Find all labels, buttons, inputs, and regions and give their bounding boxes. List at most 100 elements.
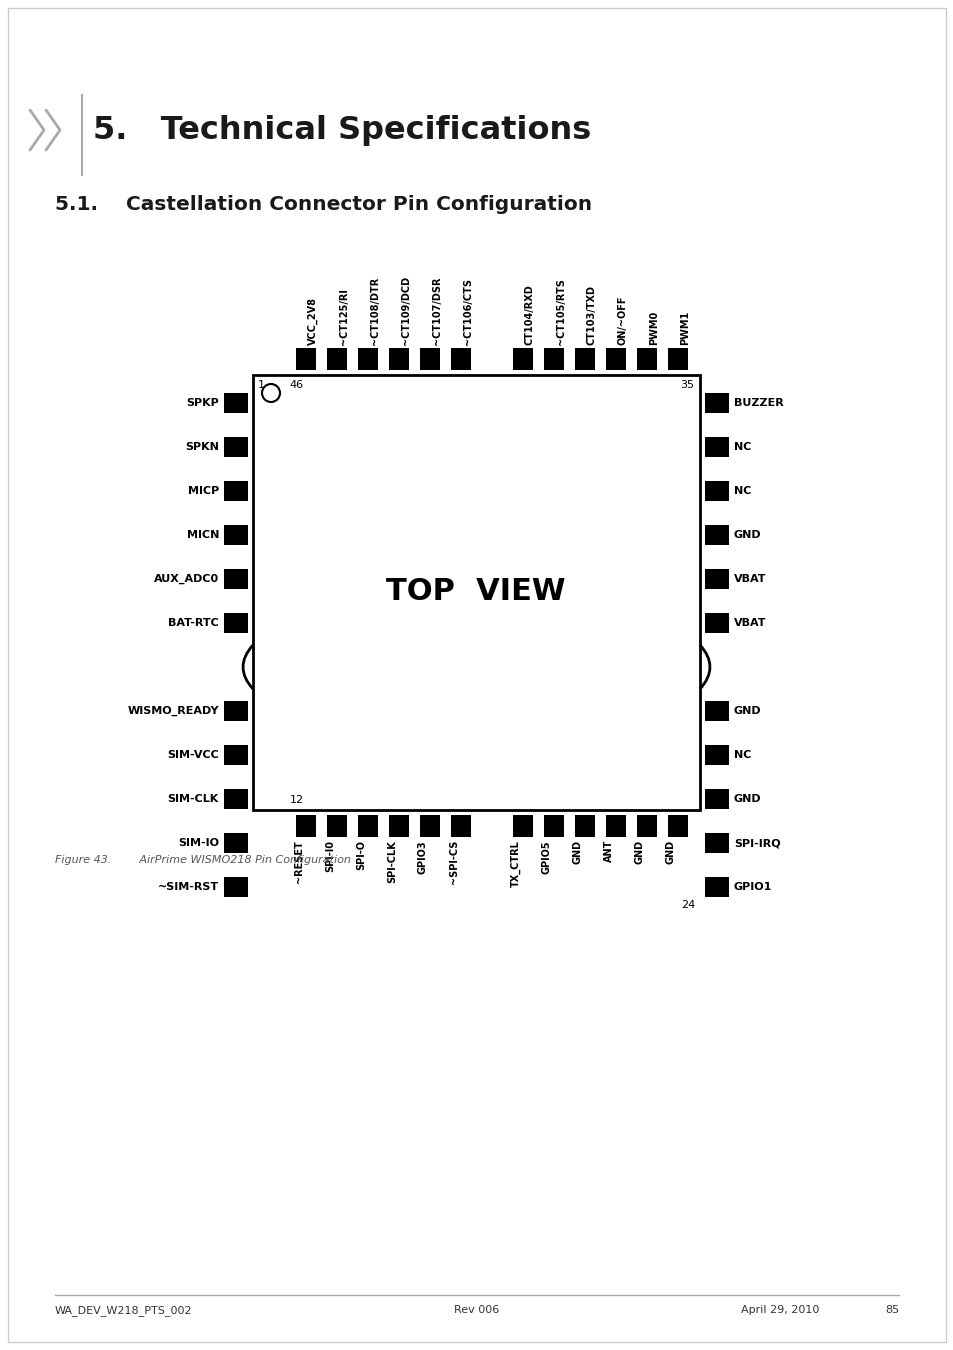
Bar (224, 701, 248, 721)
Text: SPKP: SPKP (186, 398, 219, 408)
Text: VBAT: VBAT (733, 574, 765, 585)
Bar (327, 348, 347, 370)
Bar (357, 815, 377, 837)
Bar (575, 348, 595, 370)
Text: 1: 1 (257, 379, 265, 390)
Bar (543, 815, 563, 837)
Bar (224, 525, 248, 545)
Text: 85: 85 (884, 1305, 898, 1315)
Text: MICN: MICN (187, 531, 219, 540)
Bar (704, 393, 728, 413)
Bar (704, 525, 728, 545)
Text: PWM0: PWM0 (648, 310, 659, 346)
Text: GPIO5: GPIO5 (541, 840, 552, 873)
Text: PWM1: PWM1 (679, 310, 689, 346)
Text: SIM-CLK: SIM-CLK (168, 794, 219, 805)
Text: CT104/RXD: CT104/RXD (524, 285, 535, 346)
Text: Rev 006: Rev 006 (454, 1305, 499, 1315)
Bar (605, 815, 625, 837)
Text: ~CT108/DTR: ~CT108/DTR (370, 277, 379, 346)
Bar (224, 437, 248, 458)
Text: 5.1.    Castellation Connector Pin Configuration: 5.1. Castellation Connector Pin Configur… (55, 194, 592, 215)
Bar (295, 815, 315, 837)
Text: TX_CTRL: TX_CTRL (510, 840, 520, 887)
Text: SIM-VCC: SIM-VCC (167, 751, 219, 760)
Bar (543, 348, 563, 370)
Bar (451, 348, 471, 370)
Bar (419, 348, 439, 370)
Bar (704, 878, 728, 896)
Text: ANT: ANT (603, 840, 614, 863)
Text: SIM-IO: SIM-IO (178, 838, 219, 848)
Text: SPI-I0: SPI-I0 (325, 840, 335, 872)
Bar (513, 348, 533, 370)
Bar (704, 568, 728, 589)
Bar (224, 481, 248, 501)
Bar (224, 878, 248, 896)
Bar (605, 348, 625, 370)
Text: GPIO3: GPIO3 (417, 840, 428, 873)
Bar (419, 815, 439, 837)
Bar (253, 375, 700, 810)
Text: GND: GND (573, 840, 582, 864)
Bar (637, 815, 657, 837)
Bar (667, 348, 687, 370)
Text: ~SIM-RST: ~SIM-RST (157, 882, 219, 892)
Bar (224, 833, 248, 853)
Bar (704, 437, 728, 458)
Text: AUX_ADC0: AUX_ADC0 (153, 574, 219, 585)
Text: NC: NC (733, 486, 751, 495)
Bar (224, 613, 248, 633)
Bar (451, 815, 471, 837)
Text: 35: 35 (679, 379, 693, 390)
Text: WA_DEV_W218_PTS_002: WA_DEV_W218_PTS_002 (55, 1305, 193, 1316)
Text: MICP: MICP (188, 486, 219, 495)
Bar (704, 613, 728, 633)
Text: VCC_2V8: VCC_2V8 (308, 297, 318, 346)
Text: SPI-O: SPI-O (355, 840, 366, 869)
Bar (575, 815, 595, 837)
Text: ~SPI-CS: ~SPI-CS (449, 840, 458, 884)
Text: ~CT109/DCD: ~CT109/DCD (400, 275, 411, 346)
Text: GND: GND (665, 840, 676, 864)
Text: GND: GND (635, 840, 644, 864)
Text: 24: 24 (680, 900, 695, 910)
Bar (224, 393, 248, 413)
Text: ~CT125/RI: ~CT125/RI (338, 288, 349, 346)
Bar (704, 701, 728, 721)
Text: VBAT: VBAT (733, 618, 765, 628)
Text: SPI-CLK: SPI-CLK (387, 840, 396, 883)
Bar (224, 568, 248, 589)
Bar (327, 815, 347, 837)
Bar (295, 348, 315, 370)
Text: Figure 43.        AirPrime WISMO218 Pin Configuration: Figure 43. AirPrime WISMO218 Pin Configu… (55, 855, 351, 865)
Text: ~CT105/RTS: ~CT105/RTS (556, 278, 565, 346)
Text: 5.   Technical Specifications: 5. Technical Specifications (92, 115, 591, 146)
Text: NC: NC (733, 441, 751, 452)
Text: SPKN: SPKN (185, 441, 219, 452)
Text: BUZZER: BUZZER (733, 398, 783, 408)
Bar (637, 348, 657, 370)
Text: GND: GND (733, 531, 760, 540)
Bar (224, 788, 248, 809)
Bar (224, 745, 248, 765)
Text: TOP  VIEW: TOP VIEW (386, 578, 565, 606)
Text: ~CT107/DSR: ~CT107/DSR (432, 277, 441, 346)
Bar (667, 815, 687, 837)
Bar (389, 348, 409, 370)
Bar (704, 481, 728, 501)
Text: GND: GND (733, 794, 760, 805)
Text: SPI-IRQ: SPI-IRQ (733, 838, 780, 848)
Bar (704, 788, 728, 809)
Text: GPIO1: GPIO1 (733, 882, 772, 892)
Text: CT103/TXD: CT103/TXD (586, 285, 597, 346)
Text: NC: NC (733, 751, 751, 760)
Bar (357, 348, 377, 370)
Bar (704, 833, 728, 853)
Bar (389, 815, 409, 837)
Bar (704, 745, 728, 765)
Text: BAT-RTC: BAT-RTC (168, 618, 219, 628)
Text: 46: 46 (290, 379, 304, 390)
Text: 12: 12 (290, 795, 304, 805)
Text: WISMO_READY: WISMO_READY (128, 706, 219, 716)
